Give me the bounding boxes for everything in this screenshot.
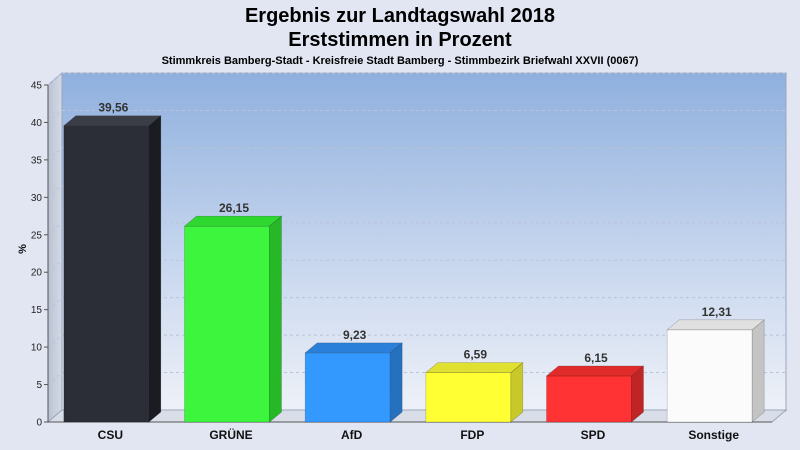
bar-side bbox=[389, 342, 403, 423]
bar-side bbox=[631, 365, 644, 423]
gridlines bbox=[47, 72, 786, 385]
y-tick-label: 45 bbox=[31, 81, 43, 92]
category-label: FDP bbox=[460, 428, 484, 442]
value-label: 9,23 bbox=[343, 328, 367, 342]
y-tick-label: 10 bbox=[31, 343, 43, 354]
category-label: CSU bbox=[98, 428, 123, 442]
plot-back-wall bbox=[61, 72, 787, 412]
value-label: 26,15 bbox=[219, 201, 249, 215]
bar-front bbox=[546, 375, 632, 423]
bar-side bbox=[148, 115, 162, 423]
y-axis-label: % bbox=[17, 244, 29, 254]
bar-side bbox=[269, 215, 282, 423]
bar-side bbox=[751, 319, 765, 423]
bar-top bbox=[545, 365, 645, 377]
y-tick-label: 40 bbox=[31, 118, 43, 129]
bar-grüne bbox=[183, 215, 283, 423]
plot-left-wall bbox=[47, 71, 63, 424]
bar-csu bbox=[63, 115, 162, 423]
bar-top bbox=[425, 362, 524, 373]
chart-subtitle: Stimmkreis Bamberg-Stadt - Kreisfreie St… bbox=[161, 55, 639, 67]
bar-top bbox=[63, 115, 162, 127]
bar-front bbox=[63, 125, 150, 423]
y-tick-label: 15 bbox=[31, 305, 43, 316]
value-label: 39,56 bbox=[98, 101, 128, 115]
bars bbox=[63, 115, 765, 423]
value-label: 12,31 bbox=[702, 305, 732, 319]
category-label: GRÜNE bbox=[209, 427, 252, 442]
bar-top bbox=[304, 342, 403, 354]
bar-side bbox=[510, 362, 524, 423]
category-label: SPD bbox=[581, 428, 606, 442]
category-label: AfD bbox=[341, 428, 363, 442]
y-tick-label: 30 bbox=[31, 193, 43, 204]
value-label: 6,15 bbox=[584, 351, 608, 365]
chart-title-second-line: Erststimmen in Prozent bbox=[288, 29, 512, 51]
bar-spd bbox=[545, 365, 645, 423]
y-tick-label: 35 bbox=[31, 155, 43, 166]
bar-top bbox=[183, 215, 283, 227]
bar-afd bbox=[304, 342, 403, 423]
y-axis: 0 5 10 15 20 25 30 35 40 45% bbox=[17, 81, 772, 429]
title-block: Ergebnis zur Landtagswahl 2018 Erststimm… bbox=[0, 0, 800, 68]
bar-front bbox=[184, 225, 270, 423]
y-tick-label: 25 bbox=[31, 230, 43, 241]
labels: 39,56 CSU 26,15 GRÜNE 9,23 AfD 6,59 FDP 6,15 SPD 1… bbox=[98, 101, 740, 442]
category-label: Sonstige bbox=[688, 428, 739, 442]
bar-fdp bbox=[425, 362, 524, 423]
bar-sonstige bbox=[666, 319, 765, 423]
y-tick-label: 0 bbox=[36, 418, 42, 429]
y-tick-label: 5 bbox=[36, 380, 42, 391]
chart-title: Ergebnis zur Landtagswahl 2018 bbox=[244, 5, 556, 27]
bar-top bbox=[666, 319, 765, 331]
bar-front bbox=[425, 372, 512, 423]
value-label: 6,59 bbox=[464, 348, 488, 362]
bar-front bbox=[666, 329, 753, 423]
y-tick-label: 20 bbox=[31, 268, 43, 279]
bar-front bbox=[304, 352, 391, 423]
